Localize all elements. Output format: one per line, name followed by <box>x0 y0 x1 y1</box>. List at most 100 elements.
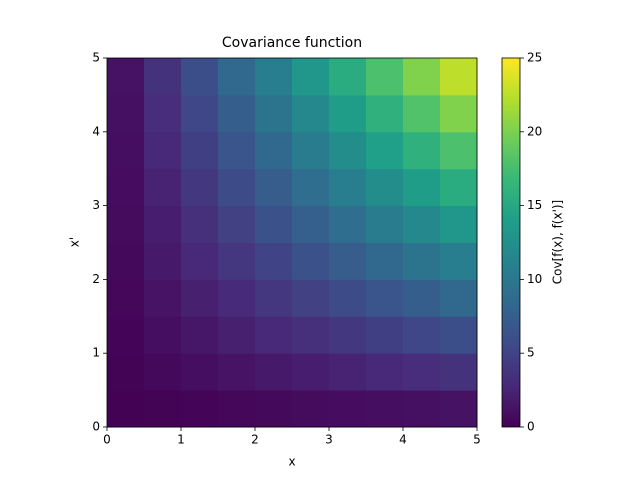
colorbar-tick-label: 15 <box>527 198 542 212</box>
heat-cell <box>107 205 145 243</box>
heat-cell <box>144 279 182 317</box>
heat-cell <box>292 205 330 243</box>
heat-cell <box>255 131 293 170</box>
heat-cell <box>366 279 404 317</box>
heat-cell <box>366 205 404 243</box>
heat-cell <box>366 242 404 280</box>
heat-cell <box>403 316 441 354</box>
heat-cell <box>181 279 219 317</box>
heat-cell <box>107 131 145 170</box>
x-tick-label: 1 <box>177 433 185 447</box>
heat-cell <box>440 205 478 243</box>
chart-title: Covariance function <box>222 35 362 51</box>
heat-cell <box>107 390 145 428</box>
heat-cell <box>292 168 330 207</box>
heat-cell <box>292 131 330 170</box>
colorbar-label: Cov[f(x), f(x')] <box>551 200 565 285</box>
heat-cell <box>107 242 145 280</box>
heat-cell <box>440 279 478 317</box>
x-tick-label: 2 <box>251 433 259 447</box>
heat-cell <box>255 58 293 96</box>
heat-cell <box>329 390 367 428</box>
heat-cell <box>329 279 367 317</box>
heat-cell <box>403 131 441 170</box>
heat-cell <box>218 94 256 133</box>
colorbar-tick-label: 20 <box>527 124 542 138</box>
heat-cell <box>181 131 219 170</box>
heat-cell <box>366 94 404 133</box>
heat-cell <box>329 205 367 243</box>
heat-cell <box>403 94 441 133</box>
heat-cell <box>366 390 404 428</box>
heat-cell <box>366 168 404 207</box>
heat-cell <box>181 353 219 391</box>
heat-cell <box>329 94 367 133</box>
plot-frame <box>106 57 478 428</box>
heat-cell <box>329 58 367 96</box>
heat-cell <box>255 316 293 354</box>
heat-cell <box>107 316 145 354</box>
heat-cell <box>107 168 145 207</box>
heat-cell <box>218 279 256 317</box>
heat-cell <box>403 353 441 391</box>
heat-cell <box>144 131 182 170</box>
heat-cell <box>440 58 478 96</box>
colorbar-tick-label: 5 <box>527 346 535 360</box>
heat-cell <box>255 390 293 428</box>
heat-cell <box>181 242 219 280</box>
heat-cell <box>329 242 367 280</box>
heat-cell <box>292 279 330 317</box>
heat-cell <box>107 94 145 133</box>
heat-cell <box>292 94 330 133</box>
heat-cell <box>144 168 182 207</box>
y-tick-label: 1 <box>92 346 100 360</box>
heat-cell <box>292 353 330 391</box>
heat-cell <box>366 353 404 391</box>
x-tick-label: 5 <box>473 433 481 447</box>
heat-cell <box>403 168 441 207</box>
heat-cell <box>218 316 256 354</box>
heat-cell <box>366 316 404 354</box>
heat-cell <box>329 131 367 170</box>
heat-cell <box>255 205 293 243</box>
y-tick-label: 5 <box>92 51 100 65</box>
heat-cell <box>292 58 330 96</box>
heat-cell <box>218 242 256 280</box>
heat-cell <box>440 131 478 170</box>
heat-cell <box>255 168 293 207</box>
x-tick-label: 4 <box>399 433 407 447</box>
heat-cell <box>218 131 256 170</box>
heat-cell <box>440 94 478 133</box>
heat-cell <box>181 390 219 428</box>
heat-cell <box>218 168 256 207</box>
heat-cell <box>292 316 330 354</box>
heat-cell <box>403 242 441 280</box>
colorbar <box>501 57 521 428</box>
heat-cell <box>255 94 293 133</box>
heat-cell <box>107 353 145 391</box>
heat-cell <box>181 316 219 354</box>
heat-cell <box>329 316 367 354</box>
y-tick-label: 3 <box>92 198 100 212</box>
heat-cell <box>440 242 478 280</box>
x-tick-label: 0 <box>103 433 111 447</box>
heat-cell <box>144 353 182 391</box>
heat-cell <box>218 58 256 96</box>
heat-cell <box>218 205 256 243</box>
heat-cell <box>255 242 293 280</box>
heat-cell <box>440 316 478 354</box>
heat-cell <box>181 58 219 96</box>
heat-cell <box>440 353 478 391</box>
colorbar-tick-label: 25 <box>527 51 542 65</box>
heat-cell <box>440 390 478 428</box>
y-axis-label: x' <box>68 237 82 247</box>
heat-cell <box>366 58 404 96</box>
x-axis-label: x <box>288 455 295 469</box>
heat-cell <box>181 168 219 207</box>
heat-cell <box>144 316 182 354</box>
heat-cell <box>403 390 441 428</box>
heat-cell <box>181 94 219 133</box>
heat-cell <box>144 242 182 280</box>
